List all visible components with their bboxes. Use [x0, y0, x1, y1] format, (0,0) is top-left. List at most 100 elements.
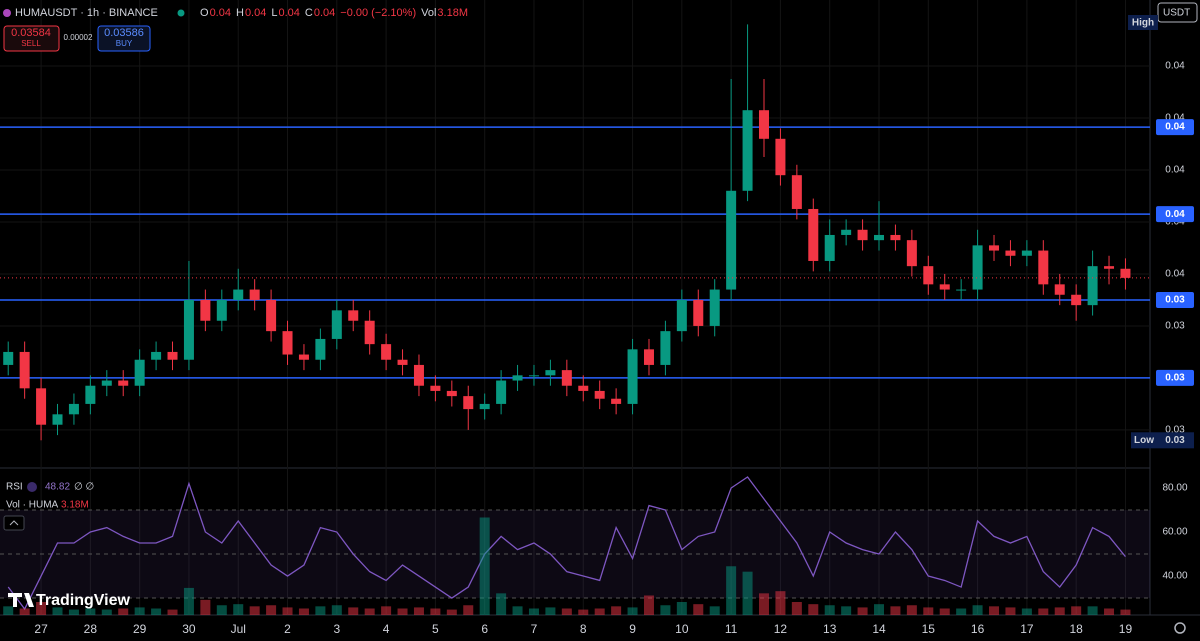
candle-body: [134, 359, 145, 386]
volume-bar: [134, 607, 145, 615]
ohlc-value: 0.04: [210, 7, 231, 19]
volume-bar: [1038, 608, 1049, 615]
ohlc-key: H: [236, 7, 244, 19]
volume-bar: [1087, 606, 1098, 615]
level-label: 0.04: [1165, 122, 1185, 133]
volume-bar: [249, 606, 260, 615]
candle-body: [233, 289, 244, 300]
low-box: [1131, 432, 1194, 449]
volume-bar: [348, 607, 359, 615]
volume-bar: [1054, 607, 1065, 615]
sell-button[interactable]: 0.03584 SELL: [3, 25, 60, 52]
symbol-icon: [3, 9, 11, 17]
x-tick-label: Jul: [231, 622, 246, 636]
sell-label[interactable]: SELL: [21, 39, 41, 48]
volume-bar: [1120, 609, 1131, 615]
level-label: 0.03: [1165, 373, 1185, 384]
sell-box[interactable]: [3, 25, 60, 52]
candle-body: [709, 289, 720, 326]
buy-box[interactable]: [97, 25, 151, 52]
vol-value: 3.18M: [437, 7, 468, 19]
low-label: 0.03: [1165, 435, 1185, 446]
volume-bar: [183, 587, 194, 615]
volume-bar: [808, 604, 819, 615]
x-tick-label: 2: [284, 622, 291, 636]
candle-body: [660, 331, 671, 365]
x-tick-label: 5: [432, 622, 439, 636]
x-tick-label: 11: [725, 622, 738, 636]
candle-body: [857, 229, 868, 241]
candle-body: [19, 351, 30, 389]
y-tick-label: 0.04: [1165, 269, 1185, 280]
candle-body: [643, 349, 654, 365]
candle-body: [528, 375, 539, 377]
x-tick-label: 8: [580, 622, 587, 636]
candle-body: [972, 245, 983, 290]
level-label-box: [1156, 206, 1194, 223]
candle-body: [726, 190, 737, 290]
ohlc-key: C: [305, 7, 313, 19]
volume-bar: [282, 607, 293, 615]
candle-body: [118, 380, 129, 386]
volume-bar: [660, 605, 671, 615]
status-dot: [177, 9, 185, 17]
volume-bar: [331, 605, 342, 615]
volume-bar: [1104, 608, 1115, 615]
ohlc-key: O: [200, 7, 209, 19]
volume-bar: [775, 591, 786, 615]
volume-bar: [397, 608, 408, 615]
sell-price[interactable]: 0.03584: [11, 27, 51, 39]
x-tick-label: 10: [675, 622, 689, 636]
overlay: HUMAUSDT · 1h · BINANCE O 0.04 H 0.04 L 0.04 C…: [3, 2, 1198, 636]
ohlc-value: 0.04: [314, 7, 335, 19]
settings-icon[interactable]: [1174, 622, 1186, 634]
y-tick-label: 0.04: [1165, 113, 1185, 124]
ohlc-legend: O 0.04 H 0.04 L 0.04 C 0.04 −0.00 (−2.10%) Vol 3.1…: [200, 7, 468, 19]
candle-body: [167, 351, 178, 360]
collapse-button[interactable]: [3, 515, 25, 531]
volume-bar: [118, 608, 129, 615]
x-tick-label: 19: [1119, 622, 1133, 636]
volume-bar: [151, 608, 162, 615]
candle-body: [906, 240, 917, 267]
volume-bar: [3, 606, 14, 615]
buy-label[interactable]: BUY: [116, 39, 133, 48]
volume-bar: [463, 605, 474, 615]
collapse-icon[interactable]: [9, 520, 19, 526]
volume-bar: [972, 605, 983, 615]
candle-body: [331, 310, 342, 339]
volume-bar: [956, 608, 967, 615]
candle-body: [1104, 266, 1115, 269]
candle-body: [956, 289, 967, 291]
volume-bar: [364, 608, 375, 615]
candle-body: [479, 403, 490, 410]
y-tick-label: 0.04: [1165, 61, 1185, 72]
symbol: HUMAUSDT · 1h · BINANCE: [15, 7, 158, 19]
rsi-tick-label: 60.00: [1162, 527, 1187, 538]
candle-body: [808, 208, 819, 261]
candle-body: [216, 299, 227, 321]
high-label: High: [1132, 18, 1154, 29]
candle-body: [1054, 284, 1065, 295]
ohlc-value: 0.04: [245, 7, 266, 19]
candle-body: [758, 110, 769, 139]
candle-body: [348, 310, 359, 321]
brand-logo: [8, 593, 34, 607]
candle-body: [890, 234, 901, 241]
buy-price[interactable]: 0.03586: [104, 27, 144, 39]
candle-body: [939, 284, 950, 290]
volume-bar: [989, 606, 1000, 615]
volume-bar: [381, 606, 392, 615]
currency[interactable]: USDT: [1163, 8, 1190, 19]
currency-button[interactable]: [1157, 2, 1198, 23]
volume-bar: [233, 604, 244, 615]
buy-button[interactable]: 0.03586 BUY: [97, 25, 151, 52]
spread: 0.00002: [64, 33, 93, 42]
level-label: 0.03: [1165, 295, 1185, 306]
x-tick-label: 30: [182, 622, 196, 636]
volume-bar: [841, 606, 852, 615]
candle-body: [1071, 294, 1082, 306]
candle-body: [266, 299, 277, 332]
